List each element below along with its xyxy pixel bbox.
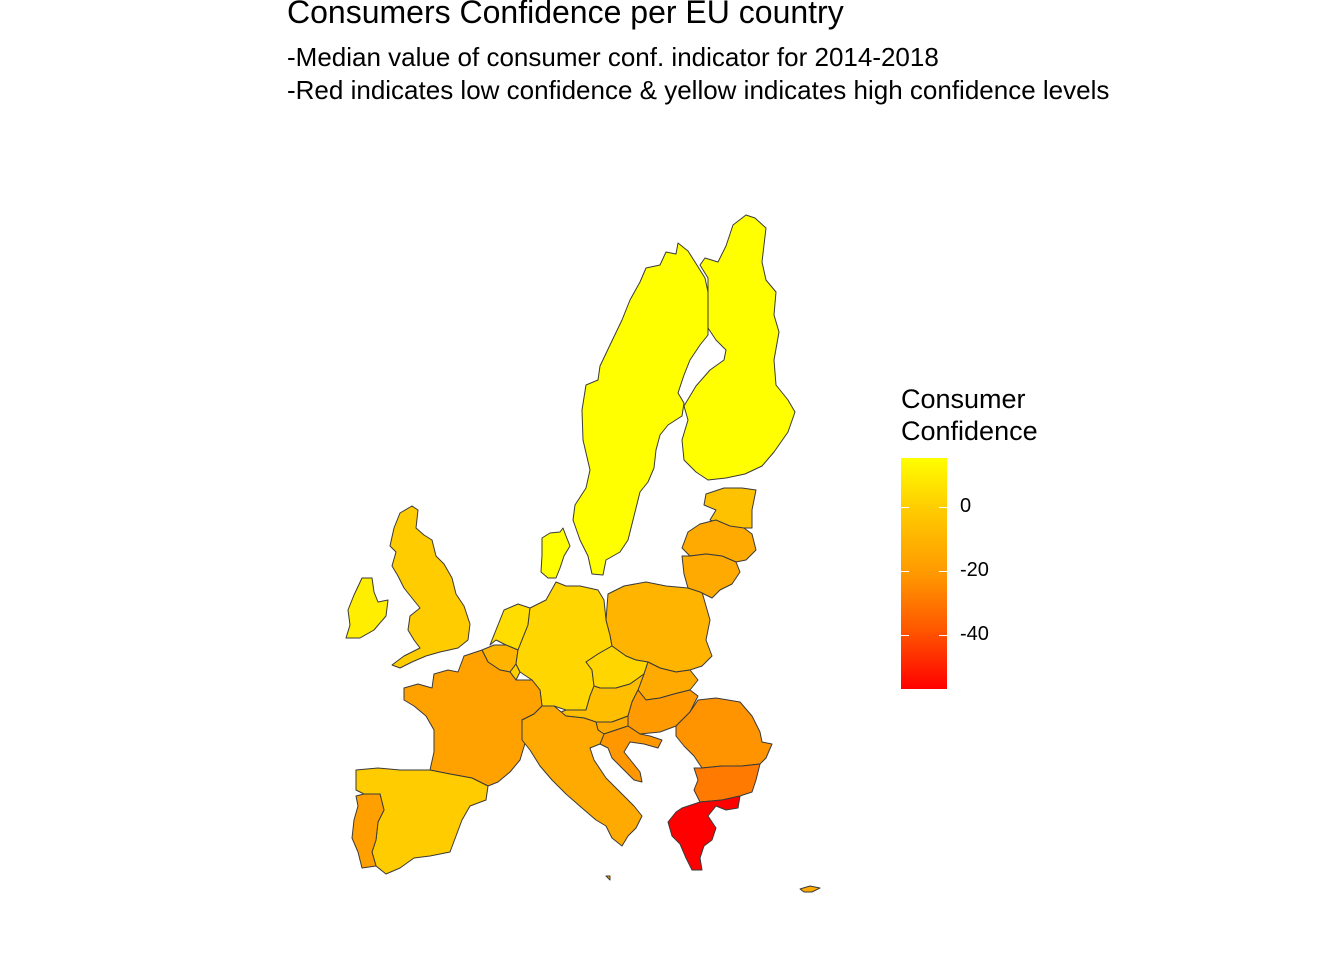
chart-title: Consumers Confidence per EU country [287,0,844,30]
legend-title-line-1: Consumer [901,384,1026,414]
chart-subtitle-line-1: -Median value of consumer conf. indicato… [287,42,939,72]
legend-tick-left-2 [901,635,909,636]
country-bulgaria[interactable] [693,763,761,803]
legend-colorbar [901,458,947,689]
country-denmark[interactable] [540,527,571,579]
country-romania[interactable] [675,697,773,769]
legend-tick-right-0 [939,507,947,508]
country-portugal[interactable] [351,793,385,869]
country-uk[interactable] [389,505,471,669]
legend-tick-label: 0 [960,495,972,517]
country-malta[interactable] [605,875,611,881]
country-sweden[interactable] [572,242,709,576]
country-cyprus[interactable] [799,885,821,893]
country-finland[interactable] [681,214,796,481]
legend-tick-right-1 [939,571,947,572]
legend-tick-label: -40 [960,623,989,645]
country-italy[interactable] [521,705,643,847]
chart-subtitle-line-2: -Red indicates low confidence & yellow i… [287,75,1110,105]
country-croatia[interactable] [599,725,663,783]
legend-title-line-2: Confidence [901,416,1038,446]
country-greece[interactable] [667,795,741,871]
country-lithuania[interactable] [681,553,741,599]
legend-tick-label: -20 [960,559,989,581]
country-ireland[interactable] [345,577,389,639]
legend-tick-right-2 [939,635,947,636]
legend-tick-left-1 [901,571,909,572]
legend-tick-left-0 [901,507,909,508]
